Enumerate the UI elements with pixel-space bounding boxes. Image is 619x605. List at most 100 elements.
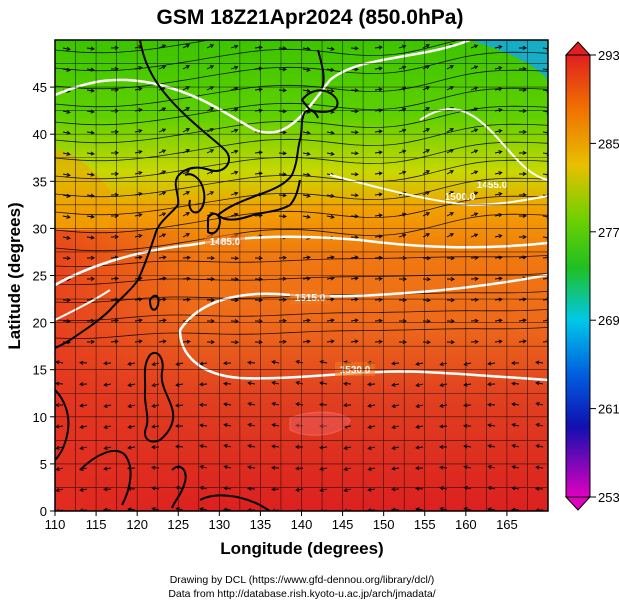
wind-arrow: [470, 170, 479, 175]
streamline: [55, 69, 548, 108]
wind-arrow: [271, 360, 280, 365]
streamline: [55, 123, 548, 162]
wind-arrow: [86, 318, 95, 323]
wind-arrow: [86, 46, 95, 51]
contour-label: 1485.0: [210, 237, 241, 248]
wind-arrow: [182, 297, 191, 302]
wind-arrow: [374, 171, 383, 176]
wind-arrow: [278, 297, 287, 302]
wind-arrow: [62, 193, 71, 198]
wind-arrow: [230, 149, 239, 154]
colorbar-tick-label: 285: [598, 136, 619, 151]
wind-arrow: [470, 318, 479, 323]
wind-arrow: [182, 149, 191, 154]
wind-arrow: [254, 66, 263, 71]
wind-arrow: [271, 380, 280, 386]
wind-arrow: [343, 466, 352, 472]
wind-arrow: [302, 46, 311, 51]
wind-arrow: [278, 255, 287, 260]
x-tick-label: 150: [373, 517, 395, 532]
colorbar-tick-label: 261: [598, 402, 619, 417]
credit-line-1: Drawing by DCL (https://www.gfd-dennou.o…: [170, 574, 435, 586]
wind-arrow: [326, 339, 335, 344]
contour-line-north: [55, 40, 471, 134]
wind-arrow: [439, 382, 448, 388]
wind-arrow: [518, 45, 527, 50]
wind-arrow: [158, 255, 167, 260]
colorbar: 293 285 277 269 261 253: [564, 41, 619, 511]
wind-arrow: [470, 297, 479, 302]
wind-arrow: [367, 403, 376, 408]
wind-arrow: [374, 297, 383, 302]
wind-arrow: [62, 235, 71, 240]
wind-arrow: [134, 87, 143, 92]
wind-arrow: [271, 465, 280, 470]
wind-arrow: [422, 65, 431, 70]
wind-arrow: [535, 444, 544, 449]
y-tick-label: 0: [40, 504, 47, 519]
wind-arrow: [343, 487, 352, 493]
wind-arrow: [326, 151, 335, 156]
wind-arrow: [158, 65, 167, 70]
y-tick-label: 10: [33, 410, 47, 425]
contour-label: 1515.0: [295, 293, 326, 304]
y-tick-label: 45: [33, 80, 47, 95]
wind-arrow: [199, 423, 208, 428]
wind-arrow: [535, 401, 544, 407]
credit-line-2: Data from http://database.rish.kyoto-u.a…: [168, 588, 435, 600]
wind-arrow: [470, 44, 479, 49]
contour-labels: 1485.0 1515.0 1530.0 1500.0 1455.0: [205, 180, 508, 376]
wind-arrow: [278, 276, 287, 281]
streamline: [55, 273, 548, 286]
wind-arrow: [511, 486, 520, 491]
coastline-borneo: [79, 450, 132, 506]
wind-arrow: [103, 445, 112, 450]
wind-arrow: [254, 340, 263, 345]
wind-arrow: [254, 171, 263, 176]
wind-arrow: [182, 255, 191, 260]
wind-arrow: [86, 235, 95, 240]
wind-arrow: [158, 233, 167, 238]
colorbar-bottom-arrow: [564, 496, 592, 511]
wind-arrow: [518, 87, 527, 92]
wind-arrow: [374, 66, 383, 71]
streamline: [55, 500, 56, 501]
wind-arrow: [511, 361, 520, 366]
wind-arrow: [374, 45, 383, 50]
wind-arrow: [247, 402, 256, 407]
wind-arrow: [374, 339, 383, 344]
streamline: [55, 309, 548, 322]
wind-streamlines: [55, 40, 548, 501]
wind-arrow: [374, 255, 383, 260]
colorbar-tick-label: 293: [598, 48, 619, 63]
wind-arrow: [182, 233, 191, 238]
wind-arrow: [182, 212, 191, 217]
wind-arrow: [295, 380, 304, 386]
wind-arrow: [79, 424, 88, 429]
y-tick-label: 5: [40, 457, 47, 472]
streamline: [55, 105, 548, 144]
wind-arrow: [422, 170, 431, 175]
wind-arrow: [62, 67, 71, 72]
lat-lon-grid: [55, 40, 548, 511]
wind-arrow: [295, 487, 304, 492]
wind-arrow: [374, 87, 383, 92]
x-axis-label: Longitude (degrees): [220, 539, 383, 558]
wind-arrow: [278, 151, 287, 156]
wind-arrow: [62, 214, 71, 219]
x-tick-label: 165: [496, 517, 518, 532]
wind-arrow: [494, 171, 503, 176]
wind-arrow: [415, 403, 424, 409]
wind-arrow: [134, 318, 143, 323]
wind-arrow: [278, 67, 287, 72]
wind-arrow: [127, 382, 136, 388]
wind-arrow: [470, 255, 479, 260]
streamline: [55, 428, 56, 429]
wind-arrow: [134, 171, 143, 176]
wind-arrow: [446, 149, 455, 154]
wind-arrow: [55, 424, 64, 429]
wind-arrow: [350, 109, 359, 114]
wind-arrow: [535, 465, 544, 470]
wind-arrow: [439, 424, 448, 429]
